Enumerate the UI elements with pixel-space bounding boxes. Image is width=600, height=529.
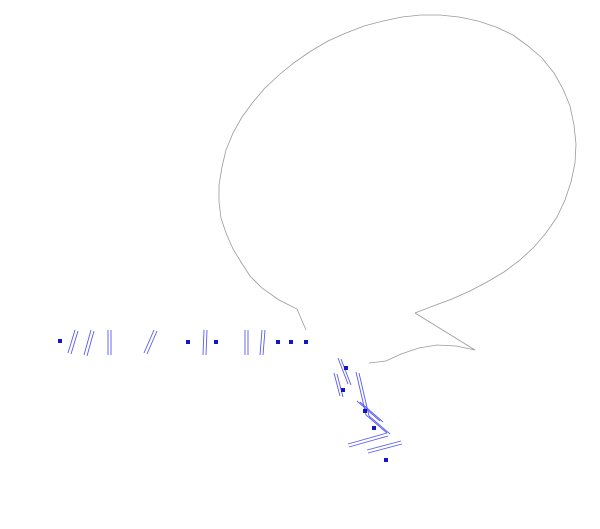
wobble-pair-markers	[58, 339, 388, 462]
backbone-layer	[218, 14, 577, 364]
base-pair-layer	[67, 329, 403, 454]
